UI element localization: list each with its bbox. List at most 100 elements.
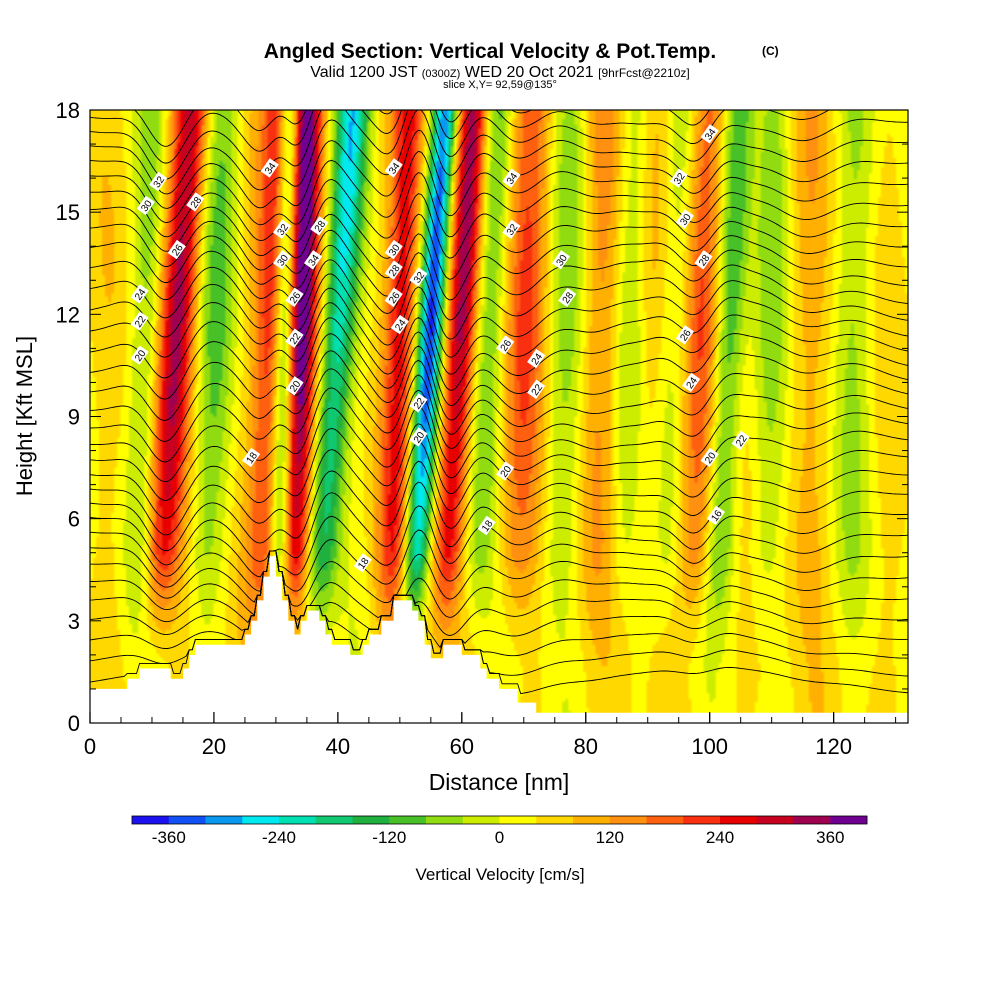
colorbar-swatch: [205, 816, 243, 824]
contour-label: 18: [353, 553, 372, 573]
theta-contour-line: [90, 110, 830, 164]
colorbar-swatch: [499, 816, 537, 824]
theta-contour-line: [90, 259, 908, 340]
contour-label: 32: [273, 219, 292, 239]
theta-contour-line: [90, 405, 908, 501]
contour-label: 28: [310, 216, 329, 236]
slice-label: slice X,Y= 92,59@135°: [443, 79, 557, 91]
contour-label: 24: [682, 372, 701, 393]
contour-label: 28: [384, 260, 403, 280]
contour-label-bg: [558, 287, 577, 308]
theta-contour-line: [90, 333, 908, 421]
theta-contour-line: [90, 387, 908, 483]
colorbar-swatch: [389, 816, 427, 824]
chart-title: Angled Section: Vertical Velocity & Pot.…: [264, 40, 716, 63]
colorbar-tick-label: 360: [816, 828, 844, 847]
theta-contour-line: [90, 273, 908, 358]
x-tick-label: 120: [815, 734, 852, 759]
subtitle-fcst: [9hrFcst@2210z]: [598, 66, 690, 80]
colorbar-swatch: [462, 816, 500, 824]
contour-label: 20: [409, 427, 428, 447]
y-axis-title: Height [Kft MSL]: [12, 336, 37, 496]
theta-contour-line: [90, 550, 908, 677]
y-tick-label: 6: [68, 507, 80, 532]
contour-label-bg: [384, 158, 403, 178]
contour-label: 34: [502, 168, 521, 188]
colorbar-swatch: [168, 816, 206, 824]
contour-label-bg: [527, 379, 546, 400]
velocity-field-raster: [90, 110, 908, 723]
x-axis-title: Distance [nm]: [429, 769, 570, 795]
contour-label: 30: [675, 209, 694, 229]
theta-contour-line: [90, 481, 908, 566]
contour-label-bg: [682, 372, 701, 393]
contour-label: 34: [384, 158, 403, 178]
contour-label: 30: [384, 239, 403, 260]
contour-label: 22: [527, 379, 546, 400]
theta-contours: [90, 110, 908, 695]
contour-label-bg: [496, 335, 515, 355]
contour-label-bg: [694, 250, 713, 270]
theta-contour-line: [90, 368, 908, 463]
subtitle-valid: Valid 1200 JST: [310, 64, 418, 81]
contour-label-bg: [527, 348, 546, 369]
colorbar-tick-label: -120: [372, 828, 406, 847]
contour-label: 28: [694, 250, 713, 270]
theta-contour-line: [90, 229, 908, 301]
theta-contour-line: [90, 213, 908, 280]
contour-label: 22: [731, 430, 750, 451]
colorbar-swatch: [352, 816, 390, 824]
contour-label: 32: [409, 267, 428, 287]
y-tick-label: 9: [68, 405, 80, 430]
contour-label-bg: [242, 447, 261, 468]
axes: 0 20 40 60 80 100 120 0 3 6 9 12 15 18: [56, 98, 908, 759]
x-tick-label: 40: [326, 734, 350, 759]
contour-label-bg: [353, 553, 372, 573]
contour-label: 20: [285, 376, 304, 396]
contour-label: 22: [285, 328, 304, 348]
colorbar-swatch: [536, 816, 574, 824]
contour-label: 20: [496, 461, 514, 481]
colorbar-swatch: [720, 816, 758, 824]
contour-label: 24: [390, 314, 409, 335]
contour-label: 32: [502, 219, 521, 239]
colorbar-label: Vertical Velocity [cm/s]: [415, 865, 584, 884]
contour-label-bg: [390, 314, 409, 335]
theta-contour-line: [90, 350, 908, 442]
colorbar-swatch: [646, 816, 684, 824]
contour-label: 24: [527, 348, 546, 369]
contour-label: 20: [700, 447, 719, 468]
x-tick-label: 60: [450, 734, 474, 759]
theta-contour-line: [90, 244, 908, 321]
colorbar-swatch: [573, 816, 611, 824]
theta-contour-line: [90, 441, 908, 536]
contour-label: 26: [285, 287, 304, 308]
contour-label-bg: [285, 376, 304, 396]
contour-label-bg: [700, 124, 719, 144]
x-tick-label: 0: [84, 734, 96, 759]
contour-label-bg: [731, 430, 750, 451]
contour-label: 30: [551, 250, 570, 270]
contour-label-bg: [304, 250, 323, 270]
subtitle-date: WED 20 Oct 2021: [465, 64, 594, 81]
contour-label-bg: [186, 192, 205, 212]
contour-label-bg: [477, 515, 496, 536]
contour-label-bg: [669, 168, 688, 188]
colorbar-tick-label: -240: [262, 828, 296, 847]
theta-contour-line: [90, 505, 908, 578]
contour-label: 16: [706, 505, 725, 526]
contour-label-bg: [310, 216, 329, 236]
contour-label: 24: [130, 284, 149, 304]
colorbar-swatch: [683, 816, 721, 824]
contour-label: 18: [477, 515, 496, 536]
contour-label: 26: [675, 325, 694, 345]
theta-contour-line: [90, 460, 908, 552]
contour-label: 32: [149, 171, 167, 192]
chart-title-mark: (C): [762, 44, 779, 58]
contour-label-bg: [273, 219, 292, 239]
contour-label-bg: [409, 427, 428, 447]
contour-label-bg: [502, 168, 521, 188]
colorbar-swatch: [279, 816, 317, 824]
chart-subtitle: Valid 1200 JST (0300Z) WED 20 Oct 2021 […: [310, 64, 689, 81]
